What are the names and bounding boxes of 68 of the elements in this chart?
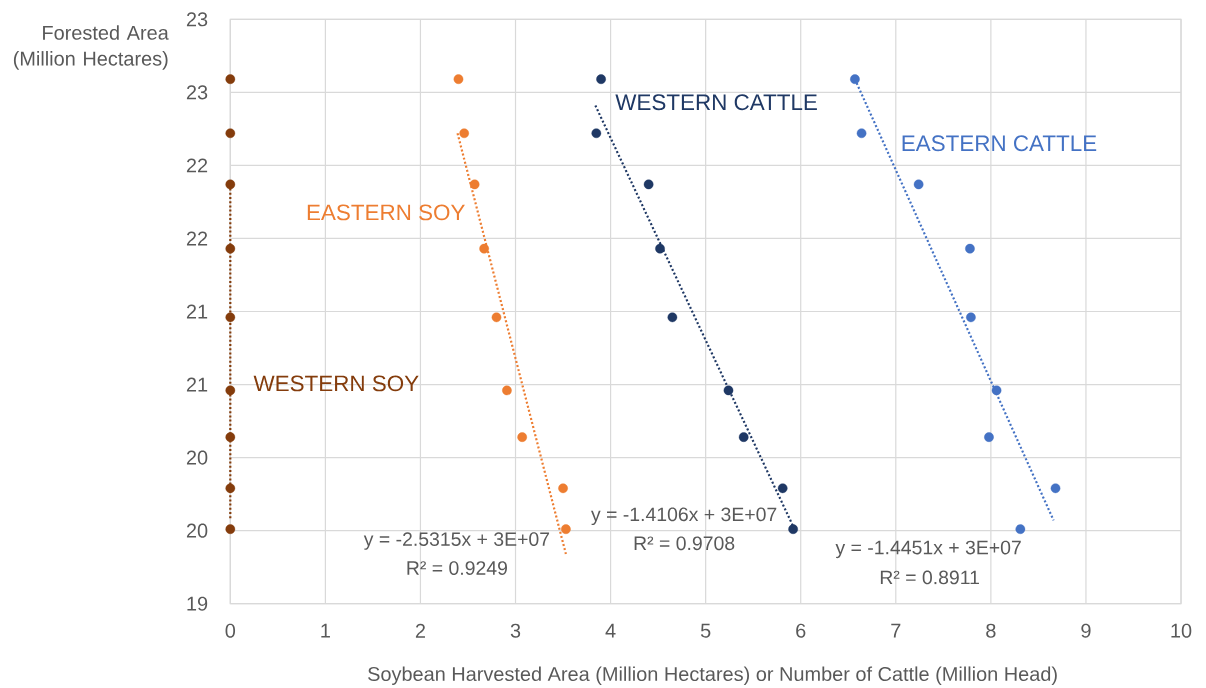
y-tick-label: 20 — [186, 523, 208, 538]
y-tick-label: 21 — [186, 377, 208, 392]
point — [225, 385, 236, 396]
point — [561, 524, 571, 534]
annotation: R² = 0.9249 — [407, 561, 507, 575]
x-tick-label: 2 — [415, 623, 425, 638]
point — [469, 179, 480, 190]
point — [643, 179, 654, 190]
x-tick-label: 0 — [225, 623, 236, 638]
point — [225, 128, 236, 139]
series-label: EASTERN CATTLE — [902, 135, 1097, 152]
point — [850, 74, 860, 84]
y-tick-label: 21 — [186, 304, 208, 319]
point — [225, 179, 236, 190]
point — [984, 432, 994, 442]
point — [591, 128, 602, 139]
point — [655, 243, 665, 254]
point — [502, 385, 512, 396]
x-tick-label: 9 — [1081, 623, 1091, 638]
y-tick-label: 22 — [186, 231, 208, 246]
annotation: y = -1.4106x + 3E+07 — [591, 507, 777, 526]
point — [738, 432, 749, 442]
annotation: R² = 0.9708 — [634, 536, 735, 551]
point — [453, 74, 464, 84]
point — [225, 74, 236, 84]
point — [596, 74, 606, 84]
point — [856, 128, 867, 139]
y-tick-label: 23 — [186, 12, 208, 27]
x-tick-label: 5 — [700, 623, 711, 638]
x-tick-label: 10 — [1171, 623, 1192, 638]
point — [667, 312, 678, 323]
point — [723, 385, 734, 396]
series-label: WESTERN SOY — [253, 375, 419, 392]
x-tick-label: 7 — [891, 623, 901, 638]
annotation: y = -2.5315x + 3E+07 — [363, 532, 550, 550]
point — [225, 312, 236, 323]
point — [491, 312, 502, 323]
point — [788, 524, 798, 534]
point — [225, 243, 236, 254]
point — [777, 483, 788, 494]
series-label: WESTERN CATTLE — [615, 94, 817, 111]
point — [225, 524, 236, 534]
point — [225, 432, 236, 442]
point — [966, 312, 976, 323]
x-tick-label: 4 — [605, 623, 616, 638]
y-axis-title: Forested Area (Million Hectares) — [13, 25, 169, 70]
y-tick-label: 23 — [186, 85, 208, 100]
series-label: EASTERN SOY — [307, 204, 465, 221]
point — [991, 385, 1002, 396]
point — [1015, 524, 1026, 534]
y-tick-label: 19 — [187, 596, 208, 611]
point — [965, 243, 975, 254]
x-tick-label: 1 — [321, 623, 330, 638]
x-axis-title: Soybean Harvested Area (Million Hectares) or Number of Cattle (Million Head) — [368, 666, 1057, 685]
annotation: R² = 0.8911 — [880, 570, 979, 585]
y-tick-label: 20 — [186, 450, 208, 465]
point — [558, 483, 568, 494]
x-tick-label: 3 — [510, 623, 521, 638]
point — [225, 483, 236, 494]
point — [459, 128, 469, 139]
x-tick-label: 8 — [986, 623, 996, 638]
point — [479, 243, 489, 254]
point — [913, 179, 924, 190]
point — [517, 432, 527, 442]
y-tick-label: 22 — [186, 158, 208, 173]
annotation: y = -1.4451x + 3E+07 — [835, 540, 1021, 559]
point — [1050, 483, 1061, 494]
x-tick-label: 6 — [796, 623, 806, 638]
